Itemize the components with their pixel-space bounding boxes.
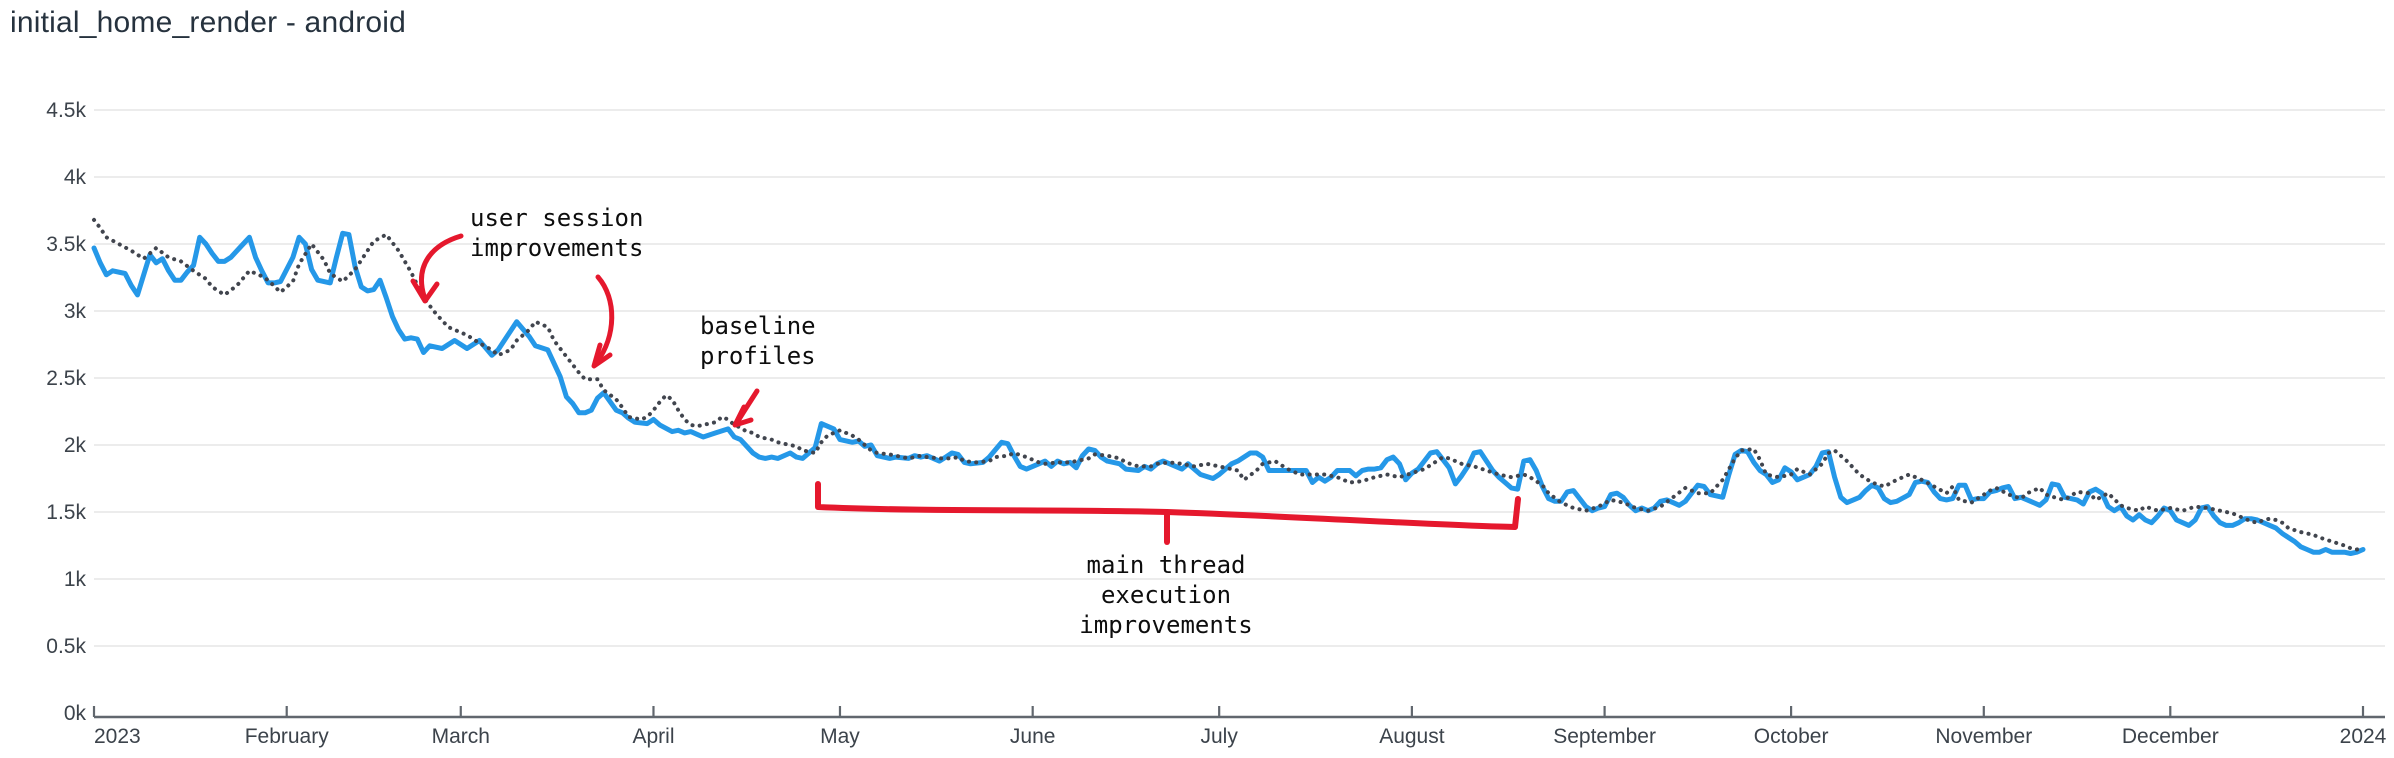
x-tick-label: April xyxy=(632,725,674,748)
x-tick-label: 2023 xyxy=(94,725,141,748)
chart-title: initial_home_render - android xyxy=(10,6,407,39)
x-tick-label: March xyxy=(432,725,490,748)
x-tick-label: November xyxy=(1935,725,2032,748)
user-session-arrow-2-head-icon xyxy=(591,342,613,369)
x-tick-label: September xyxy=(1553,725,1656,748)
user-session-arrow-1-head-icon xyxy=(410,278,440,304)
user-session-arrow-1-icon xyxy=(419,233,464,299)
y-tick-label: 2k xyxy=(64,434,87,457)
y-tick-label: 4.5k xyxy=(46,99,86,122)
y-tick-label: 0.5k xyxy=(46,635,86,658)
x-tick-label: October xyxy=(1754,725,1829,748)
x-tick-label: August xyxy=(1379,725,1445,748)
x-tick-label: July xyxy=(1200,725,1238,748)
x-axis-tick-labels: 2023 February March April May June July August S… xyxy=(94,725,2387,748)
x-tick-label: February xyxy=(245,725,330,748)
x-tick-label: December xyxy=(2122,725,2219,748)
user-session-arrow-2-icon xyxy=(594,274,615,365)
y-tick-label: 3k xyxy=(64,300,87,323)
y-axis-tick-labels: 0k 0.5k 1k 1.5k 2k 2.5k 3k 3.5k 4k 4.5k xyxy=(46,99,86,725)
annotation-baseline-profiles: baseline profiles xyxy=(700,312,816,370)
red-annotation-marks xyxy=(410,233,1521,545)
x-tick-label: 2024 xyxy=(2340,725,2387,748)
data-series xyxy=(91,217,2366,556)
y-tick-label: 1.5k xyxy=(46,501,86,524)
annotation-main-thread: main thread execution improvements xyxy=(1079,551,1253,639)
y-tick-label: 0k xyxy=(64,702,87,725)
y-tick-label: 1k xyxy=(64,568,87,591)
y-tick-label: 2.5k xyxy=(46,367,86,390)
x-tick-label: June xyxy=(1010,725,1056,748)
y-tick-label: 3.5k xyxy=(46,233,86,256)
x-tick-label: May xyxy=(820,725,860,748)
baseline-profiles-arrow-head-icon xyxy=(732,404,754,428)
solid-blue-line xyxy=(91,230,2366,556)
x-axis xyxy=(92,706,2385,719)
y-tick-label: 4k xyxy=(64,166,87,189)
annotation-user-session: user session improvements xyxy=(470,204,644,262)
